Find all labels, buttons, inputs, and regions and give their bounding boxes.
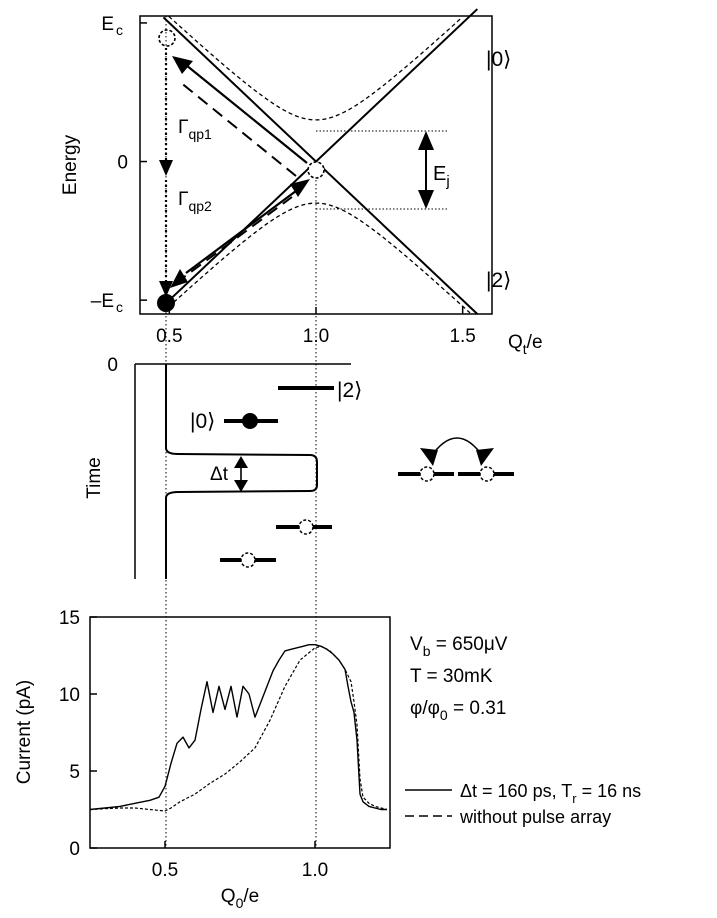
solid-arrow-upper-head (172, 56, 193, 74)
hop-arc-head-right (476, 448, 494, 466)
delta-t-arrow-bottom (234, 480, 248, 492)
current-series (89, 644, 388, 812)
param-t: T = 30mK (410, 666, 493, 687)
state-marker-bottom (157, 294, 175, 312)
param-vb: Vb = 650μV (410, 634, 508, 659)
energy-y-tick-sub: c (116, 22, 123, 38)
energy-x-tick-label: 0.5 (156, 326, 182, 347)
energy-curves (162, 8, 479, 315)
current-y-tick-label: 0 (69, 839, 80, 860)
level-label-0: |0⟩ (190, 410, 215, 433)
level-lower-right-marker (298, 519, 314, 535)
delta-t-arrow-top (234, 456, 248, 468)
legend-dashed-label: without pulse array (459, 807, 611, 827)
current-x-tick-label: 1.0 (302, 860, 328, 881)
delta-t-label: Δt (210, 464, 229, 485)
energy-y-tick-label: –E (91, 291, 114, 312)
current-axis-ticks: 0.5 1.0 0 5 10 15 (59, 608, 328, 881)
energy-y-tick-sub: c (116, 299, 123, 315)
current-series-solid (89, 644, 387, 811)
legend-solid-label: Δt = 160 ps, Tr = 16 ns (460, 781, 641, 806)
level-0-electron (242, 413, 258, 429)
solid-arrow-lower-head (290, 179, 310, 197)
hop-arc (429, 437, 485, 459)
param-phi: φ/φ0 = 0.31 (410, 698, 506, 723)
energy-x-tick-label: 1.5 (449, 326, 475, 347)
state-marker-top (158, 29, 176, 47)
state-label-2: |2⟩ (486, 269, 511, 292)
state-marker-crossing (307, 161, 325, 179)
state-label-0: |0⟩ (486, 48, 511, 71)
energy-axis-ticks: 0.5 1.0 1.5–E c0E c (91, 14, 476, 347)
dashed-arrow-lower-head (170, 269, 188, 288)
time-diagram-panel: 0 Time Δt |2⟩ |0⟩ (84, 355, 514, 579)
energy-y-tick-label: 0 (117, 153, 128, 174)
energy-x-axis-label: Qt/e (508, 332, 543, 357)
current-x-axis-label: Q0/e (221, 886, 259, 911)
gate-pulse-waveform (165, 364, 318, 579)
time-tick-zero: 0 (107, 355, 118, 376)
solid-arrow-lower (185, 187, 301, 274)
dashed-arrow-lower (175, 196, 293, 284)
level-lower-left-marker (240, 552, 256, 568)
anticrossing-curve-lower (163, 202, 471, 314)
current-y-tick-label: 5 (69, 762, 80, 783)
current-series-dashed (89, 645, 388, 812)
current-axis-label: Current (pA) (14, 680, 35, 785)
current-plot-frame (89, 616, 391, 849)
svg-text:Qt/e: Qt/e (508, 332, 543, 357)
hop-marker-right (479, 466, 495, 482)
gamma-qp1-label: Γqp1 (178, 117, 212, 142)
energy-line-0 (162, 8, 479, 307)
anticrossing-curve-upper (168, 15, 463, 121)
energy-y-tick-label: E (101, 14, 114, 35)
ej-arrow-head-top (418, 131, 434, 150)
energy-axis-label: Energy (60, 134, 81, 195)
current-y-tick-label: 15 (59, 608, 80, 629)
ej-arrow-head-bottom (418, 190, 434, 209)
time-axis-label: Time (84, 457, 105, 499)
current-y-tick-label: 10 (59, 685, 80, 706)
dashed-arrow-upper (179, 81, 297, 177)
energy-diagram-panel: 0.5 1.0 1.5–E c0E c Energy Qt/e |0⟩ |2⟩ Γqp1… (60, 8, 543, 357)
ej-label: Ej (433, 163, 450, 190)
hop-marker-left (419, 466, 435, 482)
current-plot-panel: 0.5 1.0 0 5 10 15 Current (pA) Q0/e Vb = 650μ… (14, 608, 641, 911)
hop-arc-head-left (420, 448, 438, 466)
level-label-2: |2⟩ (337, 379, 362, 402)
solid-arrow-upper (185, 64, 308, 164)
current-x-tick-label: 0.5 (152, 860, 178, 881)
gamma-qp2-label: Γqp2 (178, 189, 212, 214)
